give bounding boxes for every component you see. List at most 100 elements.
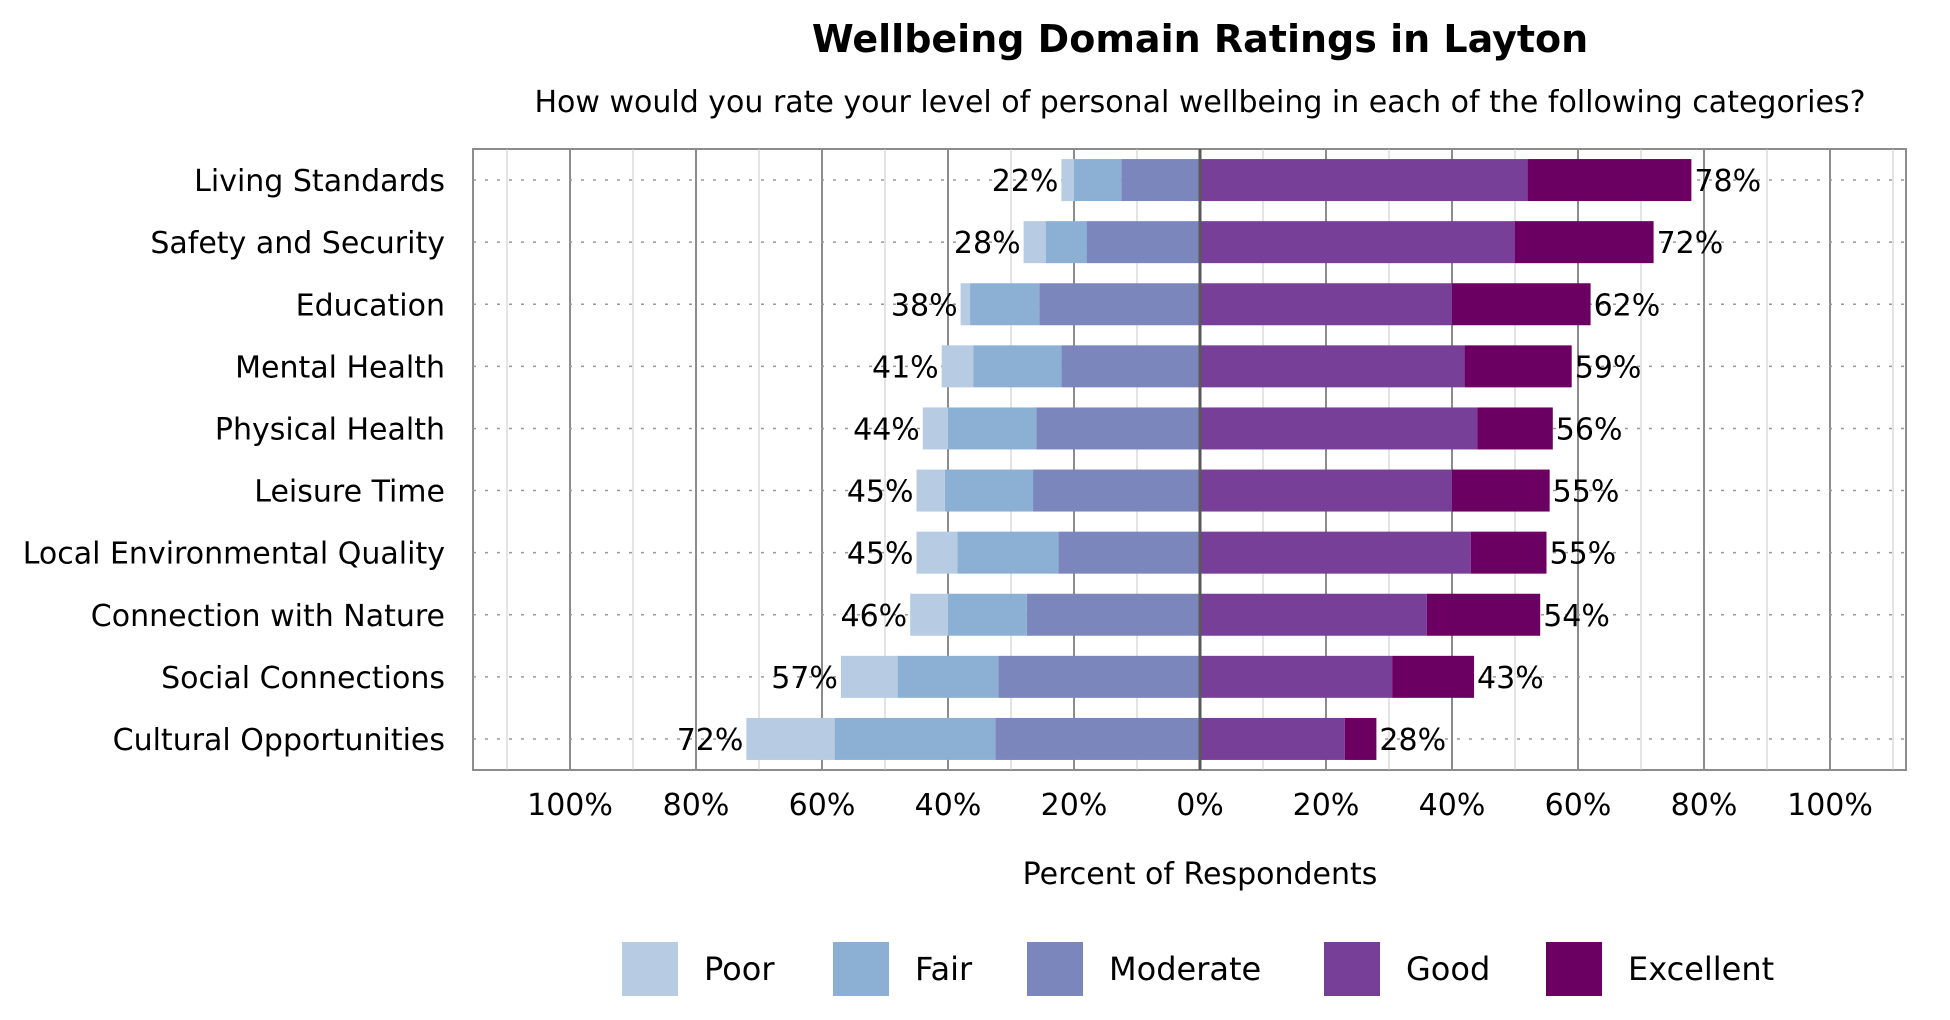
bar-moderate-2 <box>1039 283 1200 326</box>
positive-total-label: 78% <box>1694 164 1761 199</box>
negative-total-label: 45% <box>847 475 914 510</box>
x-tick-label: 60% <box>789 788 856 823</box>
bar-fair-7 <box>948 593 1027 636</box>
bar-poor-9 <box>746 717 835 760</box>
positive-total-label: 72% <box>1657 226 1724 261</box>
bar-fair-0 <box>1074 159 1122 202</box>
bar-good-4 <box>1200 407 1478 450</box>
bar-moderate-7 <box>1026 593 1200 636</box>
bar-good-8 <box>1200 655 1393 698</box>
bar-good-1 <box>1200 221 1515 264</box>
bar-poor-4 <box>922 407 948 450</box>
bar-moderate-4 <box>1036 407 1200 450</box>
bar-fair-6 <box>957 531 1059 574</box>
bar-poor-0 <box>1061 159 1074 202</box>
legend-swatch-poor <box>622 942 678 996</box>
bar-fair-4 <box>948 407 1037 450</box>
legend-swatch-excellent <box>1546 942 1602 996</box>
category-label: Safety and Security <box>150 226 445 261</box>
legend-swatch-moderate <box>1027 942 1083 996</box>
legend-label-poor: Poor <box>704 950 775 988</box>
bar-moderate-9 <box>995 717 1200 760</box>
negative-total-label: 41% <box>872 350 939 385</box>
category-label: Physical Health <box>215 412 445 447</box>
axes: 100% 80% 60% 40% 20% 0% 20% 40% 60% 80% 100% <box>527 149 1873 823</box>
bar-moderate-6 <box>1058 531 1200 574</box>
positive-total-label: 62% <box>1594 288 1661 323</box>
positive-total-label: 55% <box>1553 475 1620 510</box>
bar-fair-5 <box>944 469 1034 512</box>
bar-excellent-4 <box>1477 407 1553 450</box>
bar-moderate-5 <box>1033 469 1200 512</box>
bars <box>746 159 1692 760</box>
category-label: Local Environmental Quality <box>23 537 445 572</box>
bar-fair-8 <box>897 655 999 698</box>
x-tick-label: 60% <box>1545 788 1612 823</box>
bar-good-9 <box>1200 717 1345 760</box>
legend-label-fair: Fair <box>915 950 973 988</box>
bar-poor-7 <box>910 593 948 636</box>
x-tick-label: 20% <box>1041 788 1108 823</box>
x-tick-label: 80% <box>663 788 730 823</box>
legend-swatch-fair <box>833 942 889 996</box>
category-label: Education <box>296 288 445 323</box>
legend-swatch-good <box>1324 942 1380 996</box>
bar-good-3 <box>1200 345 1465 388</box>
bar-excellent-7 <box>1426 593 1541 636</box>
positive-total-label: 54% <box>1543 599 1610 634</box>
bar-excellent-6 <box>1470 531 1547 574</box>
category-label: Leisure Time <box>254 475 445 510</box>
x-tick-label: 80% <box>1671 788 1738 823</box>
legend-label-moderate: Moderate <box>1109 950 1261 988</box>
bar-good-2 <box>1200 283 1452 326</box>
x-tick-label: 100% <box>527 788 613 823</box>
legend-label-good: Good <box>1406 950 1490 988</box>
bar-moderate-1 <box>1086 221 1200 264</box>
negative-total-label: 38% <box>891 288 958 323</box>
bar-poor-6 <box>916 531 958 574</box>
bar-fair-2 <box>970 283 1040 326</box>
plot-frame <box>472 148 1907 771</box>
bar-excellent-2 <box>1452 283 1591 326</box>
legend-label-excellent: Excellent <box>1628 950 1774 988</box>
x-tick-label: 100% <box>1787 788 1873 823</box>
bar-fair-3 <box>973 345 1062 388</box>
negative-total-label: 46% <box>841 599 908 634</box>
bar-good-7 <box>1200 593 1427 636</box>
chart-title: Wellbeing Domain Ratings in Layton <box>812 17 1588 61</box>
x-tick-label: 0% <box>1176 788 1224 823</box>
negative-total-label: 72% <box>677 723 744 758</box>
chart-subtitle: How would you rate your level of persona… <box>534 85 1865 120</box>
bar-excellent-1 <box>1515 221 1654 264</box>
bar-excellent-0 <box>1527 159 1692 202</box>
category-label: Connection with Nature <box>91 599 445 634</box>
category-label: Mental Health <box>235 350 445 385</box>
positive-total-label: 43% <box>1477 661 1544 696</box>
negative-total-label: 28% <box>954 226 1021 261</box>
positive-total-label: 55% <box>1550 537 1617 572</box>
bar-moderate-8 <box>998 655 1200 698</box>
bar-poor-5 <box>916 469 945 512</box>
x-tick-label: 20% <box>1293 788 1360 823</box>
positive-total-label: 59% <box>1575 350 1642 385</box>
x-tick-label: 40% <box>915 788 982 823</box>
plot-area: Living Standards 22% 78% Safety and Securit… <box>23 148 1907 823</box>
positive-total-label: 56% <box>1556 412 1623 447</box>
category-label: Cultural Opportunities <box>113 723 445 758</box>
legend: Poor Fair Moderate Good Excellent <box>622 942 1774 996</box>
bar-good-0 <box>1200 159 1528 202</box>
negative-total-label: 44% <box>853 412 920 447</box>
category-label: Social Connections <box>161 661 445 696</box>
x-tick-label: 40% <box>1419 788 1486 823</box>
data-labels: Living Standards 22% 78% Safety and Securit… <box>23 164 1761 758</box>
bar-excellent-9 <box>1344 717 1377 760</box>
bar-poor-1 <box>1023 221 1046 264</box>
category-label: Living Standards <box>194 164 445 199</box>
bar-poor-8 <box>840 655 898 698</box>
bar-excellent-8 <box>1392 655 1475 698</box>
bar-fair-1 <box>1045 221 1087 264</box>
bar-moderate-3 <box>1061 345 1200 388</box>
x-axis-title: Percent of Respondents <box>1023 857 1378 892</box>
negative-total-label: 45% <box>847 537 914 572</box>
